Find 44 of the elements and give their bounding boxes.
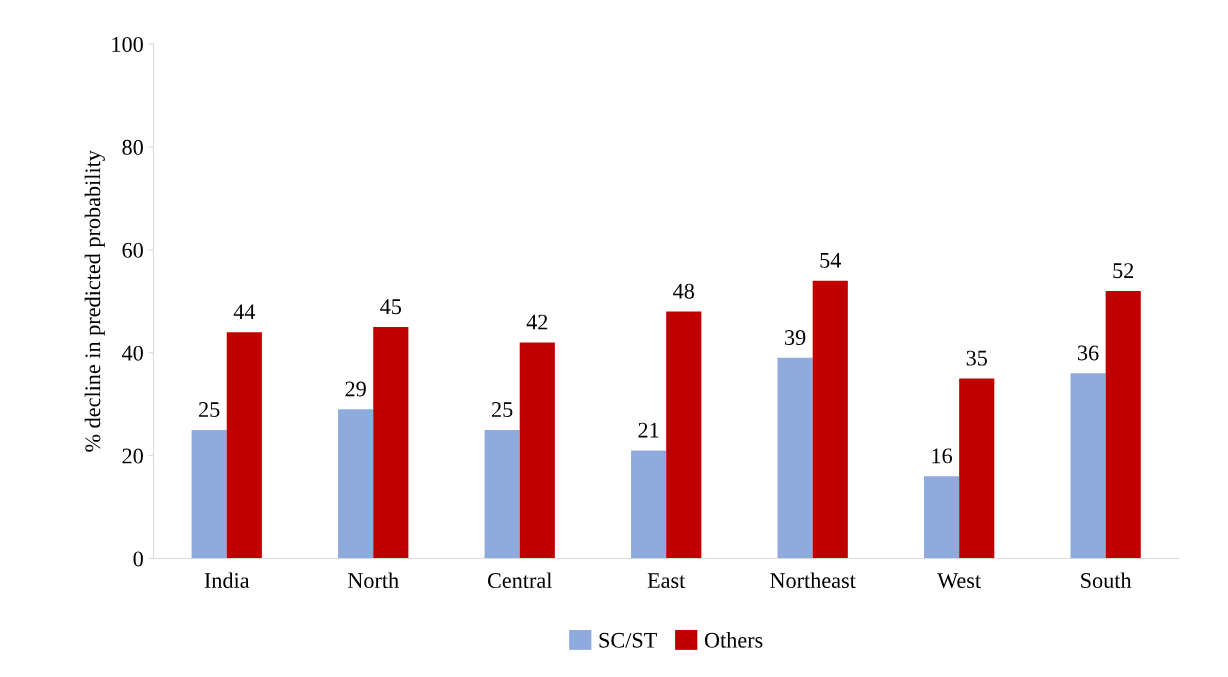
data-label: 48	[673, 283, 695, 299]
bar	[191, 429, 227, 559]
y-tick-label: 60	[122, 242, 143, 258]
data-label: 44	[233, 304, 256, 320]
bar	[924, 476, 960, 559]
bar	[1105, 290, 1141, 559]
x-tick-label: Northeast	[770, 572, 856, 589]
data-label: 42	[526, 314, 548, 330]
y-axis-title: % decline in predicted probability	[84, 150, 105, 452]
bar	[226, 332, 262, 559]
x-tick-label: South	[1081, 572, 1132, 589]
y-tick-label: 40	[121, 345, 143, 361]
data-label: 52	[1113, 263, 1134, 279]
data-label: 25	[491, 402, 513, 418]
bar	[519, 342, 555, 559]
y-tick-label: 100	[112, 36, 143, 52]
data-label: 54	[820, 252, 842, 268]
data-label: 36	[1078, 345, 1099, 361]
data-label: 45	[380, 299, 402, 315]
x-tick-label: North	[347, 572, 399, 589]
bar	[959, 378, 995, 559]
x-tick-label: Central	[487, 572, 552, 589]
legend-label: SC/ST	[599, 632, 657, 648]
data-label: 29	[345, 381, 366, 397]
data-label: 16	[932, 448, 953, 464]
y-tick-label: 20	[122, 448, 143, 464]
x-tick-label: East	[647, 573, 686, 589]
bar	[373, 326, 409, 559]
x-tick-label: West	[937, 573, 981, 589]
data-label: 35	[966, 350, 987, 366]
legend-label: Others	[704, 632, 763, 648]
bar	[777, 357, 813, 559]
x-tick-label: India	[204, 572, 250, 589]
bar	[666, 311, 702, 559]
y-tick-label: 80	[122, 139, 143, 155]
y-tick-label: 0	[133, 551, 143, 567]
data-label: 25	[199, 402, 220, 418]
bar	[484, 429, 520, 559]
data-label: 21	[638, 422, 659, 438]
data-label: 39	[785, 330, 806, 346]
bar	[631, 450, 667, 559]
bar	[338, 409, 374, 559]
bar	[1070, 373, 1106, 559]
bar	[812, 280, 848, 559]
